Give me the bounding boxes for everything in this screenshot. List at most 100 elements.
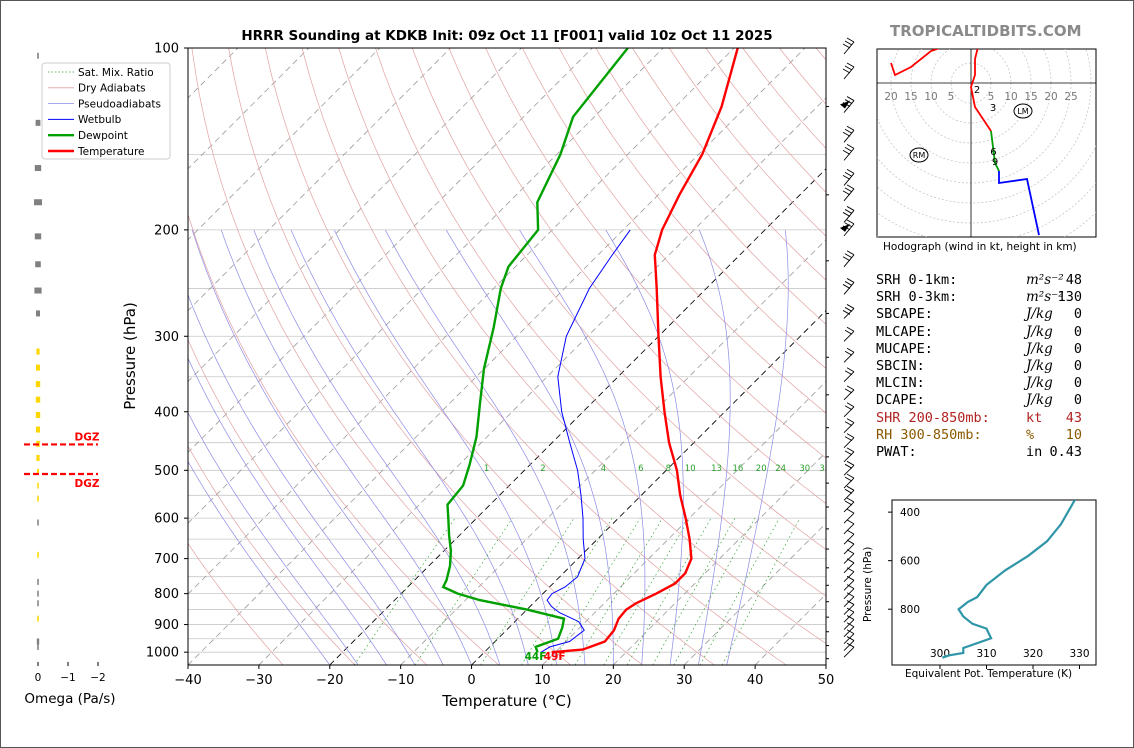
legend-entry: Dewpoint <box>78 130 128 142</box>
wind-barb-staff <box>843 523 855 535</box>
surface-temperature-label: 49F <box>544 651 566 663</box>
wind-barb-flag <box>846 485 855 491</box>
parameter-value: 0.43 <box>1049 443 1082 460</box>
wind-barb-staff <box>843 437 855 448</box>
hodograph-tick-label: 10 <box>1004 91 1017 103</box>
wind-barb-staff <box>843 173 855 186</box>
x-tick-label: 50 <box>818 673 835 688</box>
wind-barb-staff <box>843 543 855 555</box>
hodograph-tick-label: 10 <box>924 91 937 103</box>
legend-entry: Wetbulb <box>78 114 122 126</box>
y-tick-label: 1000 <box>146 646 179 661</box>
dry-adiabat <box>338 48 826 645</box>
parameter-row: SBCAPE: 0 J/kg <box>876 306 1116 323</box>
wind-barb-flag <box>844 405 853 411</box>
wind-barb-staff <box>843 571 855 583</box>
wind-barb-staff <box>843 130 855 143</box>
mixing-ratio-label: 20 <box>756 464 767 474</box>
legend-entry: Temperature <box>77 146 145 158</box>
omega-bar <box>35 119 41 126</box>
isotherm-highlight <box>329 168 826 665</box>
parameter-row: SRH 0-1km: 48 m²s⁻² <box>876 272 1116 289</box>
wind-barb-pennant <box>840 100 850 109</box>
omega-bar <box>35 412 41 419</box>
hodograph-height-label: 3 <box>990 103 996 114</box>
wind-barb-staff <box>843 254 855 268</box>
wind-barb-flag <box>846 304 855 309</box>
wind-barb-flag <box>846 169 855 174</box>
moist-adiabat <box>384 229 586 665</box>
moist-adiabat <box>220 229 472 665</box>
moist-adiabat <box>188 411 359 665</box>
omega-bar <box>36 638 40 645</box>
wind-barb-flag <box>844 476 853 482</box>
isotherm-highlight <box>471 309 826 665</box>
parameter-unit: J/kg <box>1026 392 1053 409</box>
wind-barb-staff <box>843 464 855 476</box>
parameter-unit: J/kg <box>1026 375 1053 392</box>
wind-barb-flag <box>846 529 855 535</box>
wind-barb-staff <box>843 66 855 80</box>
mixing-ratio-label: 36 <box>819 464 830 474</box>
wind-barb-flag <box>846 219 855 225</box>
mixing-ratio-line <box>354 517 456 665</box>
isotherm-line <box>188 48 806 665</box>
wind-barb-flag <box>846 125 855 131</box>
theta-y-tick-label: 400 <box>900 507 920 519</box>
parameter-label: DCAPE: <box>876 392 925 409</box>
mixing-ratio-label: 16 <box>732 464 743 474</box>
parameter-unit: J/kg <box>1026 323 1053 340</box>
hodograph-tick-label: 25 <box>1064 91 1077 103</box>
omega-bar <box>37 495 39 502</box>
omega-bar <box>36 348 40 355</box>
hodograph-trace <box>998 171 1040 236</box>
theta-e-panel: 300 310 320 330 400 600 800 <box>888 499 1097 669</box>
dry-adiabat <box>558 48 826 369</box>
parameter-unit: kt <box>1026 409 1043 426</box>
parameter-row: SBCIN: 0 J/kg <box>876 358 1116 375</box>
wind-barb-flag <box>846 184 855 190</box>
theta-x-axis-label: Equivalent Pot. Temperature (K) <box>905 668 1073 680</box>
moist-adiabat <box>334 229 557 665</box>
wind-barb-flag <box>846 347 855 353</box>
y-tick-label: 700 <box>154 552 179 567</box>
x-tick-label: −20 <box>316 673 343 688</box>
hodograph-tick-label: 15 <box>904 91 917 103</box>
mixing-ratio-line <box>652 518 736 665</box>
theta-y-tick-label: 600 <box>900 556 920 568</box>
wind-barb-staff <box>843 100 855 113</box>
parameter-value: 0 <box>1073 392 1082 409</box>
legend: Sat. Mix. Ratio Dry Adiabats Pseudoadiabat… <box>41 62 171 160</box>
hodograph-height-label: 2 <box>974 85 980 96</box>
theta-x-tick-label: 330 <box>1069 648 1089 660</box>
omega-bar <box>34 287 42 294</box>
dry-adiabat <box>522 48 826 414</box>
omega-bar <box>34 233 42 240</box>
parameter-value: 130 <box>1057 289 1082 306</box>
parameter-unit: m²s⁻² <box>1026 289 1064 306</box>
moist-adiabat <box>253 229 501 665</box>
wind-barb-flag <box>846 206 855 211</box>
wind-barb-flag <box>846 539 855 545</box>
isotherm-line <box>188 48 735 595</box>
x-tick-label: −30 <box>245 673 272 688</box>
mixing-ratio-line <box>721 518 801 665</box>
theta-x-tick-label: 300 <box>930 648 950 660</box>
theta-plot-area <box>941 500 1076 659</box>
parameter-unit: in <box>1026 443 1043 460</box>
wind-barb-staff <box>843 210 855 223</box>
wind-barb-staff <box>843 646 855 658</box>
wind-barb-flag <box>842 212 851 217</box>
wind-barb-staff <box>843 389 855 401</box>
wind-barb-flag <box>844 209 853 214</box>
mixing-ratio-line <box>699 518 780 665</box>
wind-barb-staff <box>843 422 855 433</box>
wind-barb-staff <box>843 223 855 237</box>
wind-barb-flag <box>844 172 853 177</box>
parameter-label: SBCIN: <box>876 357 925 374</box>
wind-barbs <box>840 37 855 658</box>
parameter-row: RH 300-850mb: 10% <box>876 427 1116 444</box>
dry-adiabat <box>188 338 428 665</box>
